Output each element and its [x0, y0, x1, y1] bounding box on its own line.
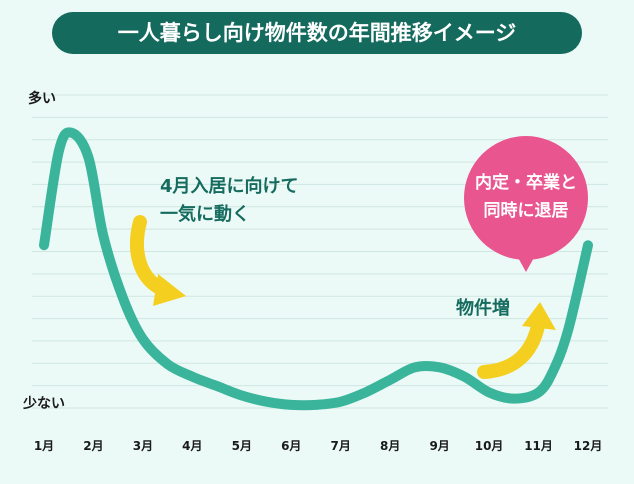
x-tick-label: 5月 — [232, 439, 252, 453]
x-tick-label: 6月 — [281, 439, 301, 453]
y-label-top: 多い — [28, 90, 56, 107]
x-tick-label: 4月 — [182, 439, 202, 453]
title-background — [52, 12, 582, 54]
decrease-arrow-head — [153, 274, 186, 306]
chart-title: 一人暮らし向け物件数の年間推移イメージ — [118, 21, 517, 45]
y-label-bottom: 少ない — [22, 395, 65, 412]
x-tick-label: 1月 — [34, 439, 54, 453]
x-tick-label: 12月 — [574, 439, 603, 453]
bubble-line2: 同時に退居 — [484, 200, 569, 221]
x-tick-label: 8月 — [380, 439, 400, 453]
x-tick-label: 3月 — [133, 439, 153, 453]
x-tick-label: 10月 — [475, 439, 504, 453]
annotation-early-line2: 一気に動く — [160, 203, 250, 225]
annotation-early-line1: 4月入居に向けて — [160, 175, 299, 197]
bubble-line1: 内定・卒業と — [475, 172, 577, 193]
x-tick-label: 2月 — [83, 439, 103, 453]
annotation-increase: 物件増 — [456, 297, 510, 319]
x-tick-label: 11月 — [524, 439, 553, 453]
x-tick-label: 7月 — [331, 439, 351, 453]
speech-bubble — [464, 136, 588, 260]
x-tick-label: 9月 — [429, 439, 449, 453]
series-line — [39, 127, 593, 411]
x-tick-labels: 1月 2月 3月 4月 5月 6月 7月 8月 9月 10月 11月 12月 — [34, 439, 603, 453]
increase-arrow-shaft — [477, 319, 545, 379]
increase-arrow-head — [522, 302, 556, 330]
speech-bubble-tail — [516, 254, 536, 272]
